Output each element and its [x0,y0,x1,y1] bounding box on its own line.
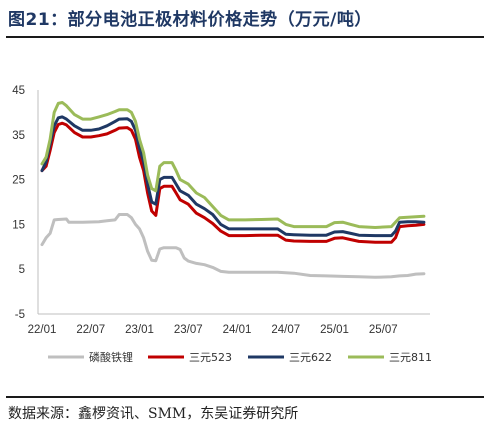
top-divider [6,36,484,38]
legend-label: 三元811 [389,351,432,364]
series-line-3 [40,115,426,238]
legend: 磷酸铁锂 三元523 三元622 三元811 [48,350,432,364]
data-source-note: 数据来源：鑫椤资讯、SMM，东吴证券研究所 [8,406,299,422]
series-line-1 [40,213,426,279]
series-line-2 [40,121,426,244]
x-tick-label: 24/01 [223,324,252,336]
x-tick-label: 25/07 [369,324,398,336]
x-tick-label: 23/07 [174,324,203,336]
legend-label: 三元523 [189,351,232,364]
chart-title: 图21：部分电池正极材料价格走势（万元/吨） [8,10,372,30]
legend-label: 磷酸铁锂 [89,350,133,364]
series-line-4 [40,101,426,229]
x-tick-labels: 22/01 22/07 23/01 23/07 24/01 24/07 25/01 25/07 [28,324,398,336]
bottom-divider [6,396,484,398]
y-tick-label: 35 [12,130,25,142]
y-tick-label: -5 [15,309,25,321]
y-tick-label: 15 [12,219,25,231]
y-tick-label: 25 [12,175,25,187]
x-tick-label: 22/01 [28,324,57,336]
legend-label: 三元622 [289,351,332,364]
y-tick-labels: -5 5 15 25 35 45 [12,85,25,321]
y-tick-label: 5 [19,264,25,276]
x-tick-label: 25/01 [320,324,349,336]
series-lines [40,101,426,279]
x-tick-label: 24/07 [271,324,300,336]
x-tick-label: 22/07 [76,324,105,336]
x-tick-label: 23/01 [125,324,154,336]
line-chart: -5 5 15 25 35 45 22/01 22/07 23/01 23/07 24/01 24/… [12,85,432,364]
y-tick-label: 45 [12,85,25,97]
